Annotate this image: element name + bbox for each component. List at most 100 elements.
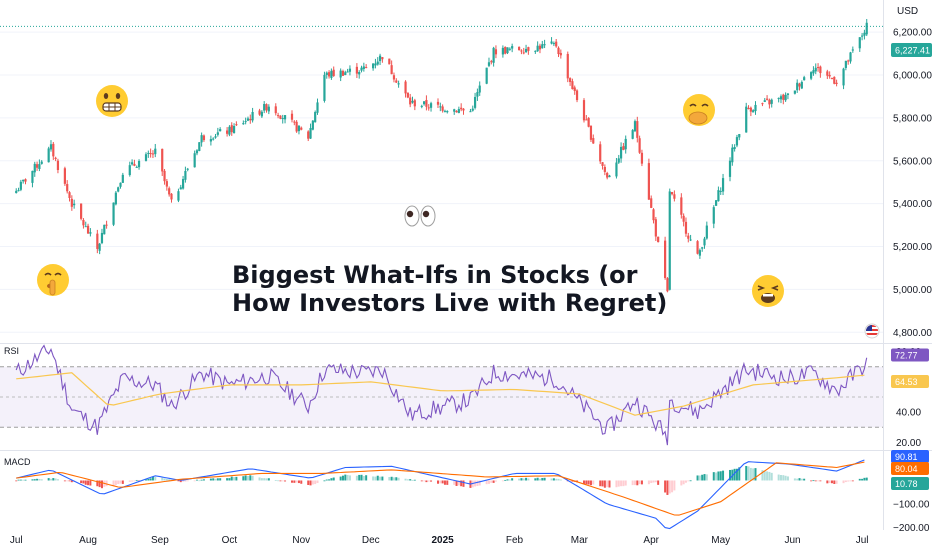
candle-body bbox=[571, 81, 574, 90]
macd-histogram-bar bbox=[165, 479, 168, 481]
macd-line bbox=[16, 459, 865, 530]
macd-histogram-bar bbox=[606, 480, 609, 488]
candle-body bbox=[214, 136, 217, 138]
macd-histogram-bar bbox=[219, 478, 222, 481]
macd-histogram-bar bbox=[453, 480, 456, 485]
candle-body bbox=[478, 85, 481, 93]
candle-body bbox=[66, 184, 69, 192]
macd-histogram-bar bbox=[297, 480, 300, 484]
candle-body bbox=[511, 46, 514, 49]
candle-body bbox=[168, 188, 171, 195]
candle-body bbox=[198, 142, 201, 151]
macd-histogram-bar bbox=[128, 480, 131, 482]
candle-body bbox=[830, 78, 834, 80]
macd-histogram-bar bbox=[52, 478, 55, 481]
macd-pane: MACD −200.00 −100.00 90.81 80.04 10.78 bbox=[4, 450, 930, 534]
candle-body bbox=[219, 129, 222, 132]
candle-body bbox=[552, 43, 555, 45]
candle-body bbox=[527, 47, 530, 51]
macd-histogram-bar bbox=[325, 479, 328, 481]
candle-body bbox=[212, 138, 215, 140]
candle-body bbox=[181, 179, 185, 189]
candle-body bbox=[624, 138, 627, 150]
macd-histogram-bar bbox=[33, 479, 36, 481]
last-price-tag-text: 6,227.41 bbox=[895, 46, 930, 56]
macd-histogram-bar bbox=[54, 478, 57, 481]
macd-histogram-bar bbox=[680, 480, 683, 486]
us-flag-icon[interactable] bbox=[864, 323, 880, 339]
candle-body bbox=[263, 103, 266, 111]
candle-body bbox=[504, 47, 507, 54]
candle-body bbox=[522, 52, 525, 54]
candle-body bbox=[518, 46, 521, 51]
candle-body bbox=[130, 162, 134, 165]
macd-histogram-bar bbox=[226, 478, 229, 481]
macd-histogram-bar bbox=[31, 479, 34, 481]
candle-body bbox=[719, 190, 722, 192]
candle-body bbox=[163, 170, 166, 182]
candle-body bbox=[52, 143, 55, 157]
macd-histogram-bar bbox=[462, 480, 465, 487]
candle-body bbox=[98, 243, 101, 251]
candle-body bbox=[453, 109, 456, 112]
macd-histogram-bar bbox=[858, 478, 861, 481]
macd-histogram-bar bbox=[443, 480, 446, 485]
candle-body bbox=[316, 102, 319, 113]
macd-histogram-bar bbox=[749, 467, 752, 481]
candle-body bbox=[436, 101, 440, 105]
price-gridlines bbox=[0, 31, 883, 333]
macd-histogram-bar bbox=[70, 480, 73, 483]
candle-body bbox=[462, 108, 465, 111]
macd-histogram-bar bbox=[96, 480, 99, 487]
macd-histogram-bar bbox=[543, 477, 546, 481]
macd-histogram-bar bbox=[664, 480, 667, 493]
macd-value-tag-text: 10.78 bbox=[895, 479, 918, 489]
macd-histogram-bar bbox=[779, 475, 782, 481]
candle-body bbox=[17, 190, 20, 192]
macd-histogram-bar bbox=[437, 480, 439, 484]
candle-body bbox=[670, 192, 674, 195]
rsi-value-tag-text: 64.53 bbox=[895, 377, 918, 387]
candle-body bbox=[573, 87, 576, 91]
macd-histogram-bar bbox=[184, 480, 187, 482]
candle-body bbox=[733, 146, 736, 150]
macd-histogram-bar bbox=[24, 479, 27, 481]
face-with-hand-over-mouth-icon bbox=[683, 94, 715, 126]
candle-body bbox=[589, 125, 593, 140]
candle-body bbox=[323, 74, 326, 101]
candle-body bbox=[682, 215, 685, 222]
candle-body bbox=[395, 80, 398, 83]
candle-body bbox=[295, 121, 298, 132]
time-tick-label: Jul bbox=[856, 535, 869, 546]
macd-histogram-bar bbox=[571, 480, 574, 482]
macd-histogram-bar bbox=[291, 480, 293, 483]
macd-histogram-bar bbox=[295, 480, 298, 483]
macd-histogram-bar bbox=[703, 474, 706, 481]
macd-histogram-bar bbox=[585, 480, 588, 485]
time-tick-label: Jul bbox=[10, 535, 23, 546]
macd-histogram-bar bbox=[622, 480, 625, 487]
candle-body bbox=[455, 110, 458, 113]
macd-histogram-bar bbox=[397, 477, 400, 481]
candle-body bbox=[56, 160, 60, 171]
candle-body bbox=[128, 165, 131, 176]
macd-histogram-bar bbox=[652, 480, 655, 483]
macd-histogram-bar bbox=[460, 480, 463, 487]
candle-body bbox=[492, 47, 495, 63]
candle-body bbox=[640, 152, 644, 164]
candle-body bbox=[601, 162, 604, 166]
candle-body bbox=[779, 96, 783, 100]
macd-histogram-bar bbox=[344, 474, 347, 481]
candle-body bbox=[137, 160, 141, 168]
candle-body bbox=[696, 241, 699, 254]
rsi-value-tag bbox=[891, 348, 929, 362]
candle-body bbox=[341, 70, 345, 76]
candle-body bbox=[193, 153, 196, 168]
macd-histogram-bar bbox=[119, 480, 122, 484]
time-tick-label: Aug bbox=[79, 535, 97, 546]
macd-histogram-bar bbox=[263, 478, 266, 481]
candle-body bbox=[427, 107, 430, 109]
macd-histogram-bar bbox=[487, 480, 490, 484]
macd-histogram-bar bbox=[701, 474, 704, 481]
macd-histogram-bar bbox=[810, 480, 813, 482]
